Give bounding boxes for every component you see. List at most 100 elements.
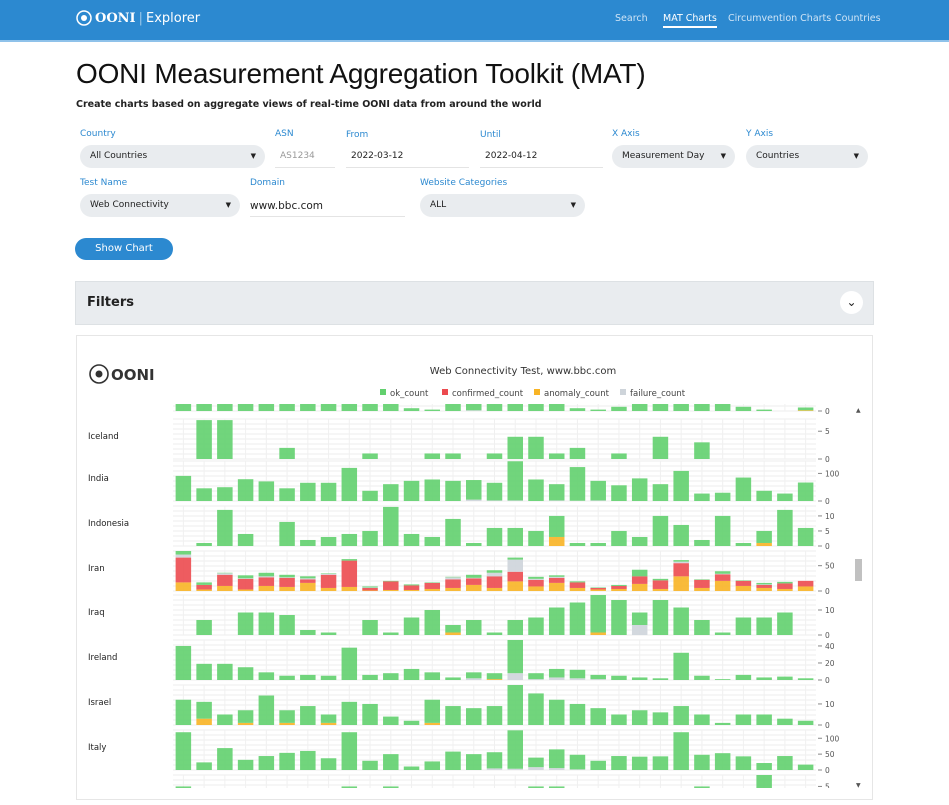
until-date-input[interactable]: 2022-04-12 bbox=[480, 145, 603, 168]
y-tick-label: 0 bbox=[825, 766, 830, 775]
bar-ok bbox=[528, 693, 544, 725]
bar-anomaly bbox=[694, 588, 710, 591]
bar-ok bbox=[528, 437, 544, 459]
bar-ok bbox=[487, 528, 503, 546]
bar-ok bbox=[300, 483, 316, 501]
top-nav: OONI|Explorer Search MAT Charts Circumve… bbox=[0, 0, 949, 42]
bar-confirmed bbox=[321, 575, 337, 588]
scrollbar-thumb[interactable] bbox=[855, 559, 862, 581]
bar-anomaly bbox=[445, 633, 461, 636]
bar-ok bbox=[673, 608, 689, 636]
y-tick-label: 0 bbox=[825, 542, 830, 551]
bar-failure bbox=[590, 500, 606, 501]
ooni-explorer-logo[interactable]: OONI|Explorer bbox=[76, 10, 200, 26]
from-date-input[interactable]: 2022-03-12 bbox=[346, 145, 469, 168]
bar-ok bbox=[196, 762, 212, 770]
bar-ok bbox=[777, 582, 793, 584]
bar-ok bbox=[383, 404, 399, 411]
country-select[interactable]: All Countries▼ bbox=[80, 145, 265, 168]
bar-ok bbox=[404, 534, 420, 546]
bar-ok bbox=[300, 706, 316, 725]
bar-ok bbox=[196, 488, 212, 501]
bar-anomaly bbox=[632, 584, 648, 591]
bar-ok bbox=[259, 613, 275, 636]
y-axis-select[interactable]: Countries▼ bbox=[746, 145, 868, 168]
bar-ok bbox=[362, 404, 378, 411]
bar-ok bbox=[549, 453, 565, 459]
bar-ok bbox=[362, 531, 378, 546]
bar-ok bbox=[445, 453, 461, 459]
bar-ok bbox=[715, 493, 731, 501]
bar-failure bbox=[528, 679, 544, 680]
chevron-down-icon[interactable]: ⌄ bbox=[840, 291, 863, 314]
legend-label-anomaly_count: anomaly_count bbox=[544, 389, 610, 399]
nav-search[interactable]: Search bbox=[615, 13, 648, 24]
bar-ok bbox=[196, 702, 212, 719]
bar-ok bbox=[342, 404, 358, 411]
bar-ok bbox=[238, 710, 254, 723]
domain-input[interactable]: www.bbc.com bbox=[250, 194, 405, 217]
website-categories-select[interactable]: ALL▼ bbox=[420, 194, 585, 217]
bar-anomaly bbox=[549, 583, 565, 591]
bar-ok bbox=[487, 673, 503, 679]
bar-ok bbox=[176, 732, 192, 770]
legend-label-failure_count: failure_count bbox=[630, 389, 686, 399]
show-chart-button[interactable]: Show Chart bbox=[75, 238, 173, 260]
bar-ok bbox=[487, 706, 503, 725]
asn-input[interactable]: AS1234 bbox=[275, 145, 335, 168]
bar-ok bbox=[798, 483, 814, 501]
bar-ok bbox=[528, 531, 544, 546]
bar-ok bbox=[300, 751, 316, 770]
x-axis-select[interactable]: Measurement Day▼ bbox=[612, 145, 735, 168]
bar-confirmed bbox=[176, 558, 192, 583]
bar-ok bbox=[611, 407, 627, 411]
bar-ok bbox=[673, 560, 689, 562]
bar-ok bbox=[507, 685, 523, 725]
bar-anomaly bbox=[300, 583, 316, 591]
country-label: Iraq bbox=[88, 608, 105, 618]
bar-anomaly bbox=[715, 581, 731, 591]
bar-failure bbox=[466, 500, 482, 501]
bar-anomaly bbox=[756, 588, 772, 591]
bar-ok bbox=[632, 710, 648, 725]
bar-anomaly bbox=[238, 723, 254, 725]
test-name-value: Web Connectivity bbox=[90, 200, 169, 210]
bar-failure bbox=[300, 578, 316, 579]
bar-ok bbox=[321, 537, 337, 546]
brand-name: OONI bbox=[95, 11, 136, 26]
ooni-logo-icon-center bbox=[96, 371, 103, 378]
nav-mat-charts[interactable]: MAT Charts bbox=[663, 13, 717, 28]
bar-ok bbox=[238, 760, 254, 770]
bar-ok bbox=[549, 516, 565, 537]
bar-ok bbox=[362, 761, 378, 770]
bar-anomaly bbox=[549, 537, 565, 546]
bar-ok bbox=[570, 448, 586, 459]
bar-ok bbox=[611, 756, 627, 770]
bar-ok bbox=[300, 675, 316, 680]
nav-countries[interactable]: Countries bbox=[835, 13, 881, 24]
bar-ok bbox=[736, 580, 752, 581]
bar-confirmed bbox=[507, 572, 523, 582]
test-name-select[interactable]: Web Connectivity▼ bbox=[80, 194, 240, 217]
bar-ok bbox=[777, 677, 793, 680]
y-tick-label: 50 bbox=[825, 750, 835, 759]
y-tick-label: 5 bbox=[825, 527, 830, 536]
bar-anomaly bbox=[756, 543, 772, 546]
bar-ok bbox=[694, 442, 710, 459]
nav-circumvention-charts[interactable]: Circumvention Charts bbox=[728, 13, 831, 24]
filters-panel[interactable]: Filters ⌄ bbox=[75, 281, 874, 325]
asn-label: ASN bbox=[275, 129, 294, 139]
bar-ok bbox=[715, 679, 731, 680]
bar-ok bbox=[632, 757, 648, 770]
bar-anomaly bbox=[736, 586, 752, 591]
bar-anomaly bbox=[487, 588, 503, 591]
bar-ok bbox=[611, 585, 627, 586]
bar-ok bbox=[694, 494, 710, 501]
x-axis-label: X Axis bbox=[612, 129, 640, 139]
bar-ok bbox=[425, 672, 441, 680]
bar-confirmed bbox=[549, 578, 565, 583]
